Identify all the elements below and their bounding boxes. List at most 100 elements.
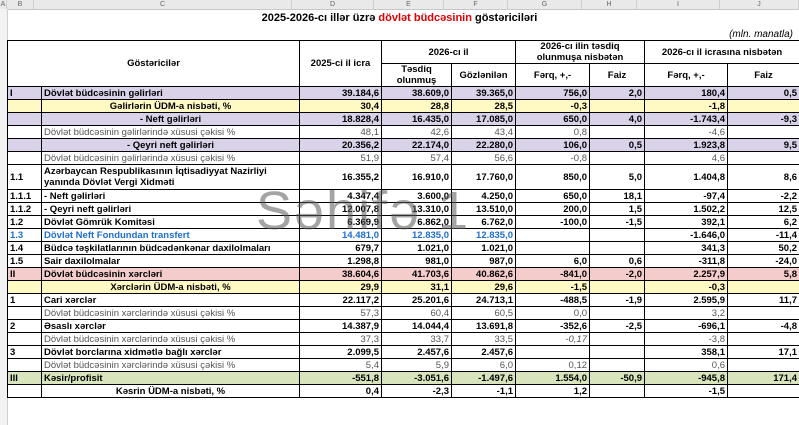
value-cell[interactable] <box>589 358 646 372</box>
value-cell[interactable]: 4.347,4 <box>299 189 382 203</box>
value-cell[interactable]: 14.044,4 <box>381 319 452 333</box>
value-cell[interactable]: 106,0 <box>515 138 591 152</box>
value-cell[interactable]: 28,8 <box>381 99 452 113</box>
value-cell[interactable]: -1,5 <box>515 280 591 294</box>
value-cell[interactable]: -4,6 <box>644 125 729 139</box>
value-cell[interactable]: 1.298,8 <box>299 254 382 268</box>
value-cell[interactable]: -3,8 <box>644 332 729 346</box>
value-cell[interactable]: 38.604,6 <box>299 267 382 281</box>
row-code[interactable] <box>7 332 42 346</box>
row-code[interactable]: I <box>7 86 42 100</box>
value-cell[interactable]: -0,8 <box>515 151 591 165</box>
row-code[interactable] <box>7 280 42 294</box>
value-cell[interactable]: 1.404,8 <box>644 164 729 190</box>
row-code[interactable]: 1.4 <box>7 241 42 255</box>
row-label[interactable]: Dövlət büdcəsinin gəlirləri <box>41 86 300 100</box>
row-label[interactable]: Dövlət büdcəsinin gəlirlərində xüsusi çə… <box>41 151 300 165</box>
row-code[interactable] <box>7 384 42 398</box>
value-cell[interactable]: 39.184,6 <box>299 86 382 100</box>
value-cell[interactable]: 22.117,2 <box>299 293 382 307</box>
value-cell[interactable]: 392,1 <box>644 215 729 229</box>
row-code[interactable]: 1 <box>7 293 42 307</box>
value-cell[interactable]: 13.510,0 <box>450 202 517 216</box>
value-cell[interactable]: 8,6 <box>727 164 799 190</box>
row-label[interactable]: Dövlət büdcəsinin xərclərində xüsusi çək… <box>41 306 300 320</box>
value-cell[interactable]: 43,4 <box>450 125 517 139</box>
column-letter[interactable]: H <box>582 0 637 9</box>
value-cell[interactable]: 30,4 <box>299 99 382 113</box>
row-code[interactable]: 1.1.1 <box>7 189 42 203</box>
value-cell[interactable]: 756,0 <box>515 86 591 100</box>
value-cell[interactable]: 20.356,2 <box>299 138 382 152</box>
value-cell[interactable] <box>589 384 646 398</box>
row-label[interactable]: Dövlət Neft Fondundan transfert <box>41 228 300 242</box>
value-cell[interactable]: 2.595,9 <box>644 293 729 307</box>
value-cell[interactable]: 987,0 <box>450 254 517 268</box>
value-cell[interactable]: 13.691,8 <box>450 319 517 333</box>
value-cell[interactable] <box>727 306 799 320</box>
value-cell[interactable] <box>727 332 799 346</box>
row-code[interactable] <box>7 125 42 139</box>
value-cell[interactable]: 17,1 <box>727 345 799 359</box>
value-cell[interactable]: 1.554,0 <box>515 371 591 385</box>
value-cell[interactable] <box>727 99 799 113</box>
row-code[interactable] <box>7 99 42 113</box>
row-label[interactable]: Kəsir/profisit <box>41 371 300 385</box>
column-letter[interactable]: A <box>0 0 7 9</box>
value-cell[interactable]: 5,4 <box>299 358 382 372</box>
row-label[interactable]: Dövlət Gömrük Komitəsi <box>41 215 300 229</box>
value-cell[interactable]: 2.257,9 <box>644 267 729 281</box>
value-cell[interactable]: 13.310,0 <box>381 202 452 216</box>
value-cell[interactable]: 6.862,0 <box>381 215 452 229</box>
value-cell[interactable]: 0,5 <box>589 138 646 152</box>
value-cell[interactable]: -2,3 <box>381 384 452 398</box>
value-cell[interactable] <box>515 345 591 359</box>
value-cell[interactable]: -352,6 <box>515 319 591 333</box>
value-cell[interactable]: 180,4 <box>644 86 729 100</box>
value-cell[interactable]: 48,1 <box>299 125 382 139</box>
value-cell[interactable]: 18,1 <box>589 189 646 203</box>
value-cell[interactable] <box>589 99 646 113</box>
value-cell[interactable]: 4.250,0 <box>450 189 517 203</box>
value-cell[interactable]: -3.051,6 <box>381 371 452 385</box>
column-letter[interactable]: B <box>7 0 34 9</box>
row-code[interactable] <box>7 358 42 372</box>
row-code[interactable]: 2 <box>7 319 42 333</box>
value-cell[interactable]: -1.497,6 <box>450 371 517 385</box>
value-cell[interactable]: 4,6 <box>644 151 729 165</box>
value-cell[interactable]: -2,0 <box>589 267 646 281</box>
value-cell[interactable]: -311,8 <box>644 254 729 268</box>
value-cell[interactable]: 11,7 <box>727 293 799 307</box>
value-cell[interactable] <box>727 358 799 372</box>
value-cell[interactable]: -841,0 <box>515 267 591 281</box>
value-cell[interactable]: 14.481,0 <box>299 228 382 242</box>
value-cell[interactable]: -9,3 <box>727 112 799 126</box>
row-label[interactable]: Sair daxilolmalar <box>41 254 300 268</box>
value-cell[interactable]: 17.085,0 <box>450 112 517 126</box>
value-cell[interactable]: 16.355,2 <box>299 164 382 190</box>
value-cell[interactable]: -2,5 <box>589 319 646 333</box>
value-cell[interactable]: 5,0 <box>589 164 646 190</box>
column-letter[interactable]: I <box>637 0 720 9</box>
value-cell[interactable]: 51,9 <box>299 151 382 165</box>
value-cell[interactable]: 3,2 <box>644 306 729 320</box>
value-cell[interactable]: 16.435,0 <box>381 112 452 126</box>
row-label[interactable]: Azərbaycan Respublikasının İqtisadiyyat … <box>41 164 300 190</box>
row-label[interactable]: Kəsrin ÜDM-a nisbəti, % <box>41 384 300 398</box>
value-cell[interactable]: 29,9 <box>299 280 382 294</box>
value-cell[interactable]: -100,0 <box>515 215 591 229</box>
value-cell[interactable] <box>589 306 646 320</box>
value-cell[interactable]: 679,7 <box>299 241 382 255</box>
value-cell[interactable]: 650,0 <box>515 112 591 126</box>
value-cell[interactable] <box>589 241 646 255</box>
row-label[interactable]: - Qeyri neft gəlirləri <box>41 202 300 216</box>
value-cell[interactable]: 2.099,5 <box>299 345 382 359</box>
column-letter[interactable]: F <box>444 0 508 9</box>
value-cell[interactable]: 25.201,6 <box>381 293 452 307</box>
value-cell[interactable] <box>515 241 591 255</box>
value-cell[interactable]: 650,0 <box>515 189 591 203</box>
value-cell[interactable]: 16.910,0 <box>381 164 452 190</box>
row-label[interactable]: Dövlət büdcəsinin xərclərində xüsusi çək… <box>41 332 300 346</box>
value-cell[interactable]: 0,12 <box>515 358 591 372</box>
row-code[interactable] <box>7 306 42 320</box>
